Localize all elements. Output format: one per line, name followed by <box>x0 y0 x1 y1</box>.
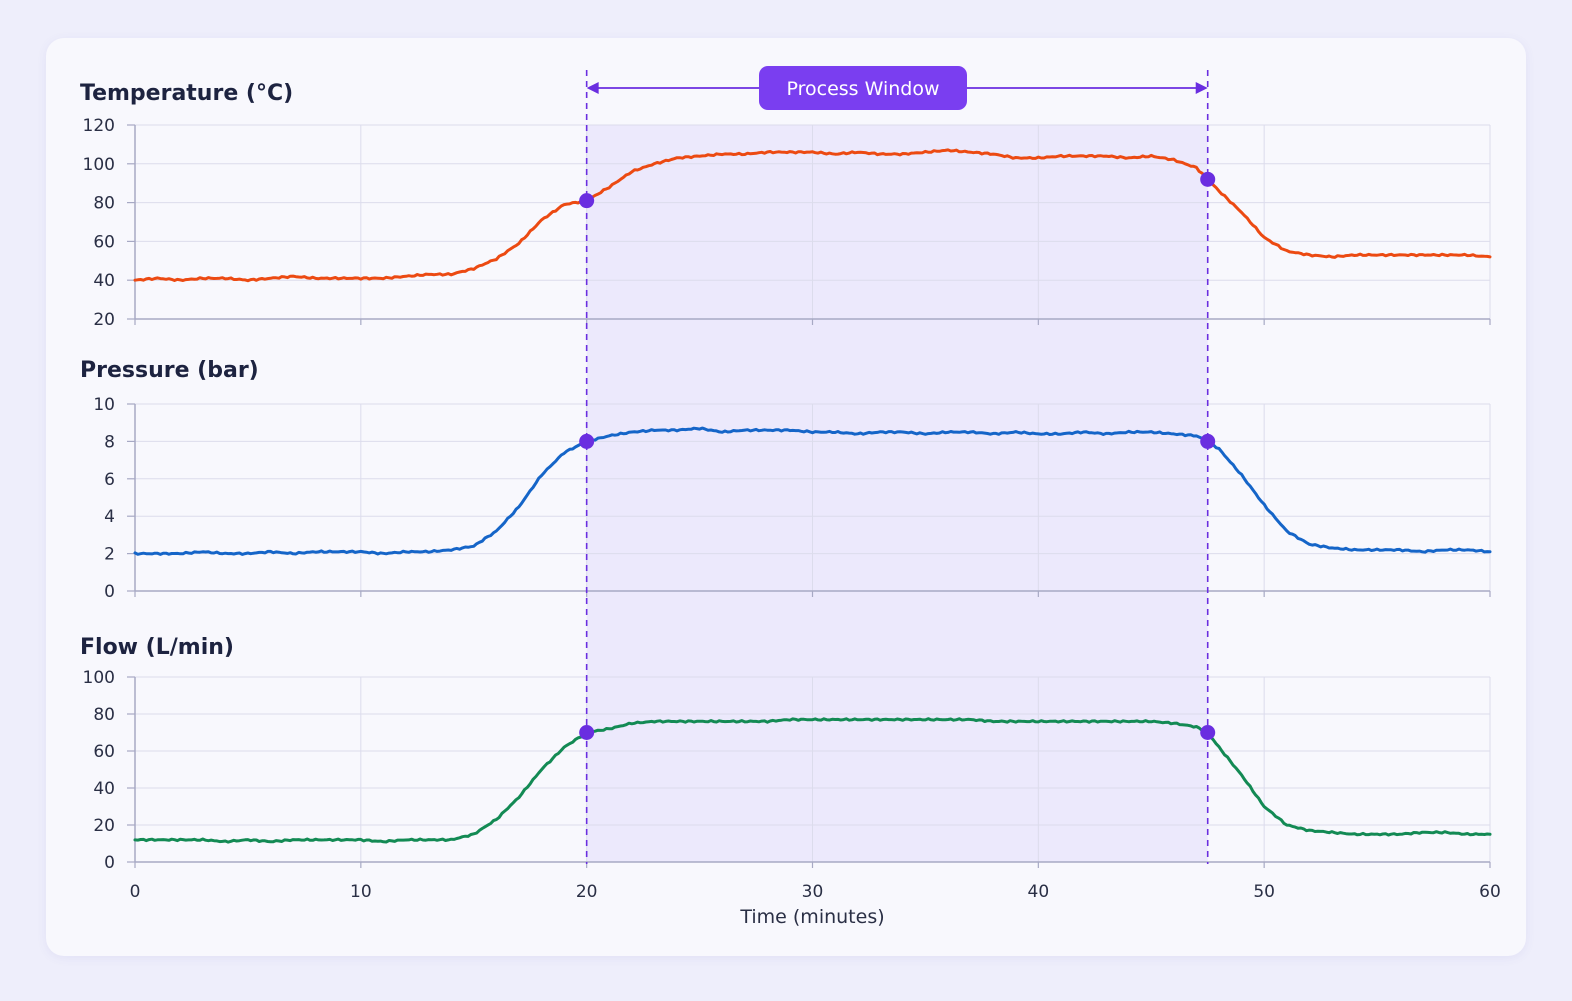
arrow-left-icon <box>586 82 599 94</box>
x-tick-label: 60 <box>1479 882 1501 902</box>
window-marker-point <box>1200 433 1216 449</box>
series-line <box>133 148 1492 283</box>
x-tick-label: 40 <box>1028 882 1050 902</box>
y-tick-label: 120 <box>83 116 115 136</box>
chart-card <box>46 38 1526 956</box>
x-tick-label: 30 <box>802 882 824 902</box>
series-line <box>133 426 1492 556</box>
x-axis-label: Time (minutes) <box>739 906 884 928</box>
process-window-badge <box>759 66 967 110</box>
process-window-label: Process Window <box>786 78 939 100</box>
y-tick-label: 80 <box>93 705 115 725</box>
y-tick-label: 20 <box>93 310 115 330</box>
y-tick-label: 8 <box>104 432 115 452</box>
arrow-right-icon <box>1195 82 1208 94</box>
series-line <box>133 717 1492 844</box>
y-tick-label: 20 <box>93 816 115 836</box>
process-window-band <box>586 125 1208 862</box>
panel-title: Temperature (°C) <box>80 81 293 106</box>
window-marker-point <box>1200 171 1216 187</box>
x-tick-label: 10 <box>350 882 372 902</box>
y-tick-label: 2 <box>104 545 115 565</box>
y-tick-label: 6 <box>104 470 115 490</box>
window-marker-point <box>579 433 595 449</box>
y-tick-label: 10 <box>93 395 115 415</box>
y-tick-label: 100 <box>83 668 115 688</box>
y-tick-label: 0 <box>104 853 115 873</box>
panel-title: Flow (L/min) <box>80 635 234 660</box>
panel-title: Pressure (bar) <box>80 358 259 383</box>
y-tick-label: 0 <box>104 582 115 602</box>
x-tick-label: 20 <box>576 882 598 902</box>
y-tick-label: 40 <box>93 779 115 799</box>
x-tick-label: 0 <box>130 882 141 902</box>
y-tick-label: 100 <box>83 155 115 175</box>
x-tick-label: 50 <box>1253 882 1275 902</box>
y-tick-label: 4 <box>104 507 115 527</box>
window-marker-point <box>579 193 595 209</box>
y-tick-label: 40 <box>93 271 115 291</box>
y-tick-label: 60 <box>93 232 115 252</box>
y-tick-label: 60 <box>93 742 115 762</box>
y-tick-label: 80 <box>93 194 115 214</box>
